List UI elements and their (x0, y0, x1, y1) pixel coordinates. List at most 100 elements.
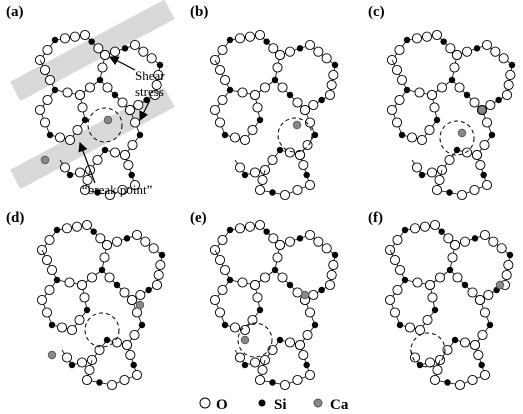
o-atom (405, 323, 414, 332)
o-atom (474, 350, 483, 359)
panel-label: (e) (190, 210, 207, 226)
o-atom (445, 155, 454, 164)
o-atom (128, 140, 137, 149)
si-atom (227, 227, 233, 233)
si-atom (440, 38, 446, 44)
si-atom (487, 322, 493, 328)
si-atom (47, 132, 53, 138)
si-atom (417, 362, 423, 368)
ca-atom (293, 121, 301, 129)
atom-networks (35, 30, 515, 389)
si-atom (507, 252, 513, 258)
o-atom (65, 135, 74, 144)
o-atom (470, 185, 479, 194)
o-atom (245, 32, 254, 41)
o-atom (112, 338, 121, 347)
o-atom (255, 185, 264, 194)
o-atom (235, 163, 244, 172)
o-atom (278, 273, 287, 282)
o-atom (427, 90, 436, 99)
o-atom (285, 237, 294, 246)
o-atom (43, 45, 52, 54)
o-atom (78, 103, 87, 112)
o-atom (482, 118, 491, 127)
o-atom (124, 160, 133, 169)
o-atom (412, 163, 421, 172)
si-atom (159, 252, 165, 258)
o-atom (327, 270, 336, 279)
o-atom (93, 155, 102, 164)
o-atom (397, 75, 406, 84)
si-atom (242, 362, 248, 368)
o-atom (98, 63, 107, 72)
o-atom (149, 244, 158, 253)
si-atom (128, 172, 134, 178)
o-atom (462, 148, 471, 157)
o-atom (410, 224, 419, 233)
legend-symbol (200, 398, 210, 408)
o-atom (230, 323, 239, 332)
o-atom (118, 98, 127, 107)
o-atom (325, 280, 334, 289)
o-atom (245, 222, 254, 231)
o-atom (87, 273, 96, 282)
o-atom (293, 288, 302, 297)
o-atom (497, 244, 506, 253)
o-atom (305, 230, 314, 239)
si-atom (454, 147, 460, 153)
o-atom (77, 358, 86, 367)
o-atom (45, 285, 54, 294)
o-atom (75, 90, 84, 99)
si-atom (312, 132, 318, 138)
o-atom (425, 125, 434, 134)
si-atom (452, 337, 458, 343)
o-atom (273, 253, 282, 262)
si-atom (404, 37, 410, 43)
si-atom (69, 362, 75, 368)
si-atom (257, 307, 263, 313)
o-atom (468, 288, 477, 297)
ca-atom (48, 351, 56, 359)
o-atom (77, 280, 86, 289)
o-atom (70, 32, 79, 41)
legend-label: Ca (330, 397, 349, 413)
o-atom (255, 30, 264, 39)
o-atom (314, 237, 323, 246)
o-atom (329, 260, 338, 269)
si-atom (102, 147, 108, 153)
o-atom (40, 118, 49, 127)
o-atom (410, 353, 419, 362)
o-atom (102, 240, 111, 249)
o-atom (309, 100, 318, 109)
legend: O Si Ca (200, 397, 349, 413)
o-atom (73, 125, 82, 134)
o-atom (215, 118, 224, 127)
o-atom (55, 133, 64, 142)
si-atom (303, 172, 309, 178)
o-atom (305, 370, 314, 379)
si-atom (444, 379, 450, 385)
o-atom (486, 100, 495, 109)
si-atom (332, 252, 338, 258)
si-atom (114, 282, 120, 288)
o-atom (393, 235, 402, 244)
o-atom (258, 175, 267, 184)
o-atom (480, 140, 489, 149)
si-atom (242, 172, 248, 178)
si-atom (277, 147, 283, 153)
o-atom (107, 380, 116, 389)
o-atom (390, 255, 399, 264)
ca-atom (301, 291, 309, 299)
o-atom (428, 293, 437, 302)
o-atom (502, 90, 511, 99)
legend-label: O (216, 397, 228, 413)
o-atom (62, 224, 71, 233)
page: {"panels": [{"label": "(a)"}, {"label": … (0, 0, 523, 414)
o-atom (299, 160, 308, 169)
o-atom (450, 63, 459, 72)
o-atom (385, 295, 394, 304)
o-atom (275, 240, 284, 249)
si-atom (52, 37, 58, 43)
o-atom (460, 237, 469, 246)
si-atom (96, 379, 102, 385)
